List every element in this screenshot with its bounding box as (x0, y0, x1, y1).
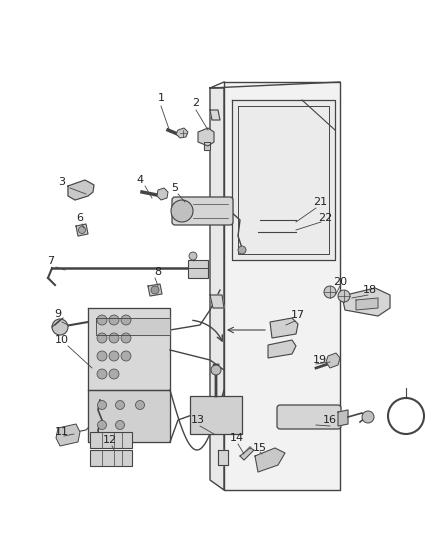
Bar (90, 450, 132, 466)
Text: 1: 1 (158, 93, 165, 103)
Circle shape (116, 400, 124, 409)
FancyBboxPatch shape (277, 405, 341, 429)
Bar (188, 260, 208, 278)
Polygon shape (218, 450, 228, 465)
Bar (90, 432, 132, 448)
Polygon shape (198, 128, 214, 146)
FancyBboxPatch shape (172, 197, 233, 225)
Polygon shape (210, 110, 220, 120)
Circle shape (135, 400, 145, 409)
Circle shape (97, 333, 107, 343)
Circle shape (189, 252, 197, 260)
Text: 13: 13 (191, 415, 205, 425)
Text: 14: 14 (230, 433, 244, 443)
Circle shape (338, 290, 350, 302)
Circle shape (211, 365, 221, 375)
Text: 9: 9 (54, 309, 62, 319)
Polygon shape (176, 128, 188, 138)
Circle shape (98, 400, 106, 409)
Text: 3: 3 (59, 177, 66, 187)
Circle shape (109, 351, 119, 361)
Circle shape (97, 351, 107, 361)
Polygon shape (210, 295, 224, 308)
Circle shape (97, 315, 107, 325)
Polygon shape (56, 424, 80, 446)
Circle shape (78, 227, 85, 233)
Circle shape (121, 351, 131, 361)
Polygon shape (210, 88, 224, 490)
Polygon shape (326, 353, 340, 368)
Circle shape (109, 315, 119, 325)
Polygon shape (68, 180, 94, 200)
Polygon shape (157, 188, 168, 200)
Polygon shape (270, 318, 298, 338)
Circle shape (151, 286, 159, 294)
Text: 12: 12 (103, 435, 117, 445)
Circle shape (116, 421, 124, 430)
Text: 11: 11 (55, 427, 69, 437)
Polygon shape (204, 142, 210, 150)
Text: 6: 6 (77, 213, 84, 223)
Polygon shape (224, 82, 340, 490)
Circle shape (238, 246, 246, 254)
Text: 15: 15 (253, 443, 267, 453)
Text: 5: 5 (172, 183, 179, 193)
Polygon shape (88, 308, 170, 390)
Circle shape (52, 319, 68, 335)
Circle shape (109, 333, 119, 343)
Circle shape (171, 200, 193, 222)
Circle shape (98, 421, 106, 430)
Text: 7: 7 (47, 256, 55, 266)
Bar (190, 396, 242, 434)
Polygon shape (88, 390, 170, 442)
Polygon shape (356, 298, 378, 310)
Text: 20: 20 (333, 277, 347, 287)
Circle shape (362, 411, 374, 423)
Polygon shape (76, 224, 88, 236)
Polygon shape (338, 410, 348, 426)
Text: 18: 18 (363, 285, 377, 295)
Polygon shape (342, 288, 390, 316)
Polygon shape (240, 448, 254, 460)
Text: 4: 4 (137, 175, 144, 185)
Text: 17: 17 (291, 310, 305, 320)
Text: 8: 8 (155, 267, 162, 277)
Circle shape (121, 333, 131, 343)
Text: 16: 16 (323, 415, 337, 425)
Text: 21: 21 (313, 197, 327, 207)
Polygon shape (148, 284, 162, 296)
Polygon shape (255, 448, 285, 472)
Polygon shape (232, 100, 335, 260)
Circle shape (109, 369, 119, 379)
Text: 2: 2 (192, 98, 200, 108)
Circle shape (324, 286, 336, 298)
Text: 10: 10 (55, 335, 69, 345)
Text: 19: 19 (313, 355, 327, 365)
Polygon shape (268, 340, 296, 358)
Text: 22: 22 (318, 213, 332, 223)
Polygon shape (96, 318, 170, 335)
Circle shape (97, 369, 107, 379)
Circle shape (121, 315, 131, 325)
